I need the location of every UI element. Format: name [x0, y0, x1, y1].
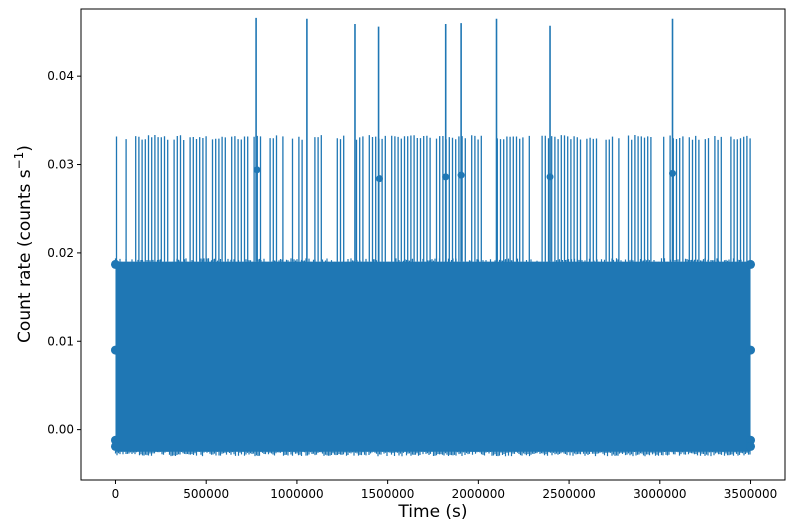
x-axis: 0 500000 1000000 1500000 2000000 2500000 30000… — [112, 480, 777, 501]
edge-marker — [746, 441, 756, 451]
x-axis-label: Time (s) — [397, 502, 467, 522]
data-point — [375, 175, 383, 183]
axes-frame — [80, 8, 786, 481]
x-tick-label: 3000000 — [633, 487, 686, 501]
y-axis-label-main: Count rate (counts s — [15, 169, 35, 343]
x-tick-label: 1000000 — [270, 487, 323, 501]
x-tick-label: 2500000 — [542, 487, 595, 501]
edge-marker — [746, 345, 756, 355]
y-tick-label: 0.03 — [47, 158, 74, 172]
y-tick-label: 0.01 — [47, 334, 74, 348]
data-point — [669, 169, 677, 177]
data-band — [115, 261, 751, 452]
data-point — [546, 173, 554, 181]
data-point — [442, 173, 450, 181]
plot-area — [110, 17, 756, 457]
edge-marker — [110, 345, 120, 355]
edge-marker — [746, 435, 756, 445]
data-point — [457, 171, 465, 179]
band-lower-edge — [114, 450, 751, 457]
edge-marker — [110, 435, 120, 445]
y-tick-label: 0.04 — [47, 69, 74, 83]
y-axis-label-close: ) — [15, 145, 35, 152]
spike-lines — [115, 135, 751, 262]
y-tick-label: 0.02 — [47, 246, 74, 260]
data-point — [253, 166, 261, 174]
edge-marker — [746, 259, 756, 269]
x-tick-label: 1500000 — [361, 487, 414, 501]
y-axis-label: Count rate (counts s−1) — [12, 145, 35, 343]
y-axis-label-superscript: −1 — [12, 152, 26, 170]
edge-marker — [110, 441, 120, 451]
x-tick-label: 0 — [112, 487, 120, 501]
x-tick-label: 3500000 — [724, 487, 777, 501]
y-tick-label: 0.00 — [47, 423, 74, 437]
edge-marker — [110, 259, 120, 269]
y-axis: 0.00 0.01 0.02 0.03 0.04 — [47, 69, 81, 437]
x-tick-label: 2000000 — [452, 487, 505, 501]
x-tick-label: 500000 — [183, 487, 229, 501]
